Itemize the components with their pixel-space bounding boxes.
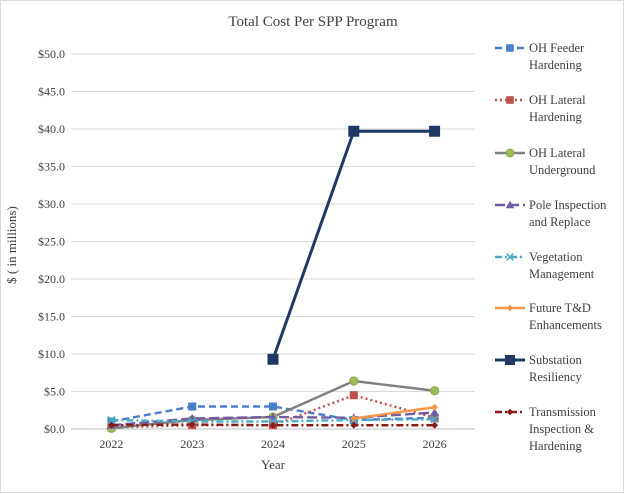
x-tick-label: 2022 <box>99 437 123 451</box>
data-point <box>188 421 196 428</box>
legend-entry: Pole Inspection and Replace <box>495 198 607 229</box>
series-line <box>271 129 435 360</box>
y-tick-label: $35.0 <box>38 160 65 174</box>
series-lines <box>106 125 441 433</box>
legend-swatch-marker <box>506 44 514 52</box>
legend-swatch-marker <box>505 148 515 158</box>
data-point <box>107 421 115 429</box>
legend-entry: Vegetation Management <box>495 250 595 281</box>
y-axis-label: $ ( in millions) <box>4 206 19 284</box>
y-tick-label: $25.0 <box>38 235 65 249</box>
legend-label: Vegetation Management <box>529 250 595 281</box>
legend-entry: Substation Resiliency <box>495 353 583 384</box>
y-tick-label: $45.0 <box>38 85 65 99</box>
data-point <box>430 408 440 416</box>
legend-label: OH Lateral Hardening <box>529 93 586 124</box>
series-line <box>353 406 435 420</box>
legend-entry: OH Lateral Hardening <box>495 93 586 124</box>
data-point <box>349 376 359 386</box>
legend-entry: OH Lateral Underground <box>495 146 596 177</box>
y-tick-label: $20.0 <box>38 272 65 286</box>
data-point <box>429 125 441 137</box>
data-point <box>431 403 439 411</box>
chart-title: Total Cost Per SPP Program <box>228 14 398 30</box>
x-axis-label: Year <box>261 457 286 472</box>
data-point <box>269 421 277 429</box>
data-point <box>430 415 439 424</box>
y-tick-label: $40.0 <box>38 122 65 136</box>
legend-label: OH Feeder Hardening <box>529 41 585 72</box>
legend-swatch-marker <box>506 96 514 104</box>
data-point <box>431 421 439 429</box>
legend-label: Pole Inspection and Replace <box>529 198 607 229</box>
legend-entry: OH Feeder Hardening <box>495 41 585 72</box>
gridlines <box>71 53 475 430</box>
y-tick-label: $30.0 <box>38 197 65 211</box>
legend-label: Transmission Inspection & Hardening <box>529 405 597 453</box>
y-tick-label: $0.0 <box>44 422 65 436</box>
data-point <box>350 415 358 422</box>
data-point <box>268 417 278 426</box>
legend-entry: Future T&D Enhancements <box>495 301 602 332</box>
data-point <box>349 391 358 400</box>
data-point <box>350 421 358 429</box>
legend: OH Feeder Hardening OH Lateral Hardening OH … <box>495 41 607 453</box>
data-point <box>430 386 440 396</box>
axes: $0.0 $5.0 $10.0 $15.0 $20.0 $25.0 $30.0 $35.0 $4… <box>38 47 447 451</box>
legend-label: Future T&D Enhancements <box>529 301 602 332</box>
data-point <box>348 125 360 137</box>
data-point <box>269 402 277 411</box>
x-tick-label: 2023 <box>180 437 204 451</box>
legend-label: Substation Resiliency <box>529 353 583 384</box>
data-point <box>188 402 197 411</box>
series-substation-resiliency <box>267 125 441 365</box>
x-tick-label: 2024 <box>261 437 285 451</box>
y-tick-label: $5.0 <box>44 385 65 399</box>
y-tick-label: $15.0 <box>38 310 65 324</box>
legend-entry: Transmission Inspection & Hardening <box>495 405 597 453</box>
legend-swatch-marker <box>506 253 514 261</box>
legend-swatch-marker <box>505 355 515 365</box>
series-future-t-d-enhancements <box>350 403 439 422</box>
legend-swatch-marker <box>505 200 515 209</box>
x-tick-label: 2025 <box>342 437 366 451</box>
legend-label: OH Lateral Underground <box>529 146 596 177</box>
data-point <box>107 415 116 425</box>
x-tick-label: 2026 <box>423 437 447 451</box>
legend-swatch-marker <box>506 408 514 416</box>
legend-swatch-marker <box>506 304 514 312</box>
y-tick-label: $50.0 <box>38 47 65 61</box>
y-tick-label: $10.0 <box>38 347 65 361</box>
series-transmission-inspection-hardening <box>107 421 439 429</box>
data-point <box>267 353 279 365</box>
